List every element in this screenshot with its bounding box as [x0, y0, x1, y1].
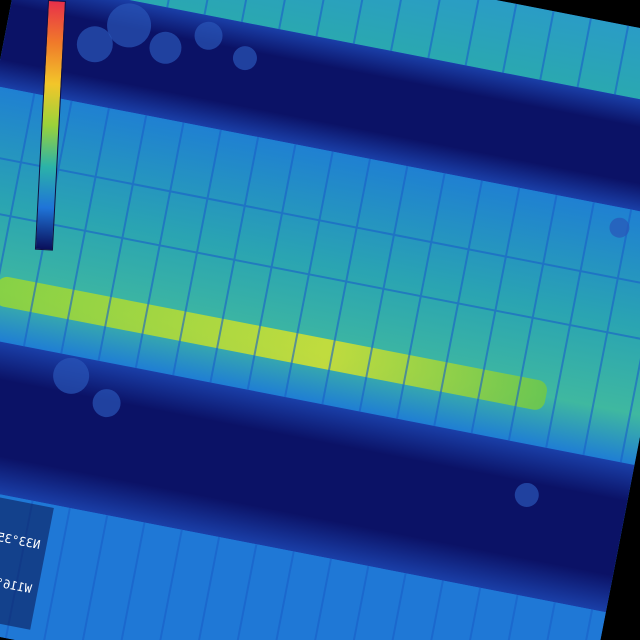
cell-divider	[464, 0, 480, 66]
cell-divider	[191, 536, 221, 640]
cell-divider	[278, 0, 294, 30]
cell-divider	[390, 0, 406, 52]
cell-divider	[303, 558, 332, 640]
vegetation-patch	[194, 21, 223, 50]
cell-divider	[228, 544, 258, 640]
cell-divider	[240, 0, 257, 23]
cell-divider	[116, 522, 146, 640]
cell-divider	[315, 0, 331, 37]
vegetation-patches	[53, 3, 630, 507]
vegetation-patch	[149, 31, 182, 64]
panel-row-bottom	[0, 478, 606, 640]
cell-divider	[266, 551, 295, 640]
gps-line-2: W116°2'	[0, 572, 33, 597]
cell-divider	[539, 10, 555, 81]
cell-divider	[452, 587, 482, 640]
vegetation-patch	[107, 3, 152, 48]
cell-divider	[154, 529, 183, 640]
cell-divider	[527, 602, 556, 640]
cell-divider	[203, 0, 219, 15]
cell-divider	[576, 18, 592, 88]
cell-divider	[501, 3, 518, 73]
cell-divider	[613, 25, 630, 95]
cell-divider	[427, 0, 443, 59]
cell-divider	[619, 216, 640, 463]
cell-divider	[42, 507, 71, 640]
cell-divider	[564, 609, 594, 640]
vegetation-patch	[232, 46, 257, 71]
cell-divider	[489, 594, 519, 640]
vegetation-patch	[609, 217, 630, 238]
hot-strip	[0, 276, 548, 410]
cell-divider	[415, 580, 444, 640]
vegetation-patch	[76, 26, 113, 63]
vegetation-patch	[53, 357, 90, 394]
gps-line-1: N33°35'	[0, 528, 42, 552]
vegetation-patch	[514, 482, 539, 507]
cell-divider	[79, 515, 109, 640]
cell-divider	[377, 573, 407, 640]
cell-divider	[352, 0, 369, 44]
cell-divider	[340, 565, 370, 640]
cell-divider	[0, 153, 640, 290]
panel-row-top	[16, 0, 640, 112]
vegetation-patch	[92, 389, 121, 418]
cell-divider	[0, 207, 640, 344]
